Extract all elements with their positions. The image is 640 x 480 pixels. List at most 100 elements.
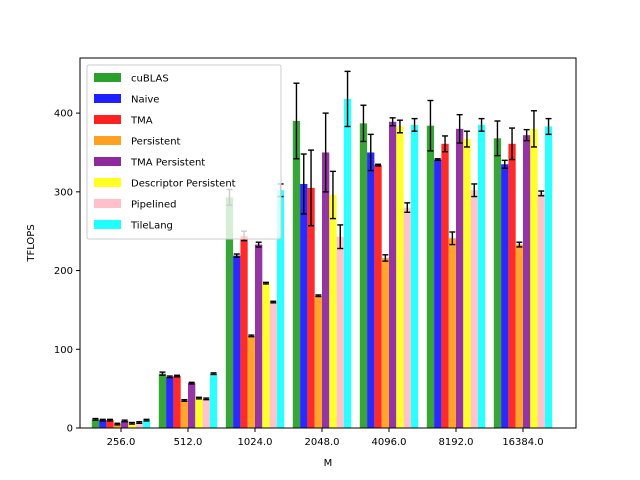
error-bar-cublas-8192.0 xyxy=(427,99,434,152)
error-bar-descriptor-persistent-2048.0 xyxy=(329,170,336,220)
error-bar-pipelined-16384.0 xyxy=(538,190,545,197)
bar-tma-256.0 xyxy=(106,420,114,428)
bar-tma-persistent-8192.0 xyxy=(456,128,464,428)
error-bar-cublas-2048.0 xyxy=(293,82,300,160)
bar-tilelang-256.0 xyxy=(142,420,151,428)
legend-label: Pipelined xyxy=(131,200,176,211)
legend-frame xyxy=(86,64,282,240)
bar-cublas-8192.0 xyxy=(426,125,435,428)
legend-label: Persistent xyxy=(131,137,181,148)
error-bar-descriptor-persistent-1024.0 xyxy=(262,281,269,285)
bar-tilelang-1024.0 xyxy=(276,190,285,428)
bar-tma-2048.0 xyxy=(307,187,315,428)
error-bar-persistent-256.0 xyxy=(114,422,121,426)
error-bar-pipelined-4096.0 xyxy=(404,202,411,213)
bar-tilelang-2048.0 xyxy=(343,98,352,428)
error-bar-naive-512.0 xyxy=(166,375,173,379)
legend-label: cuBLAS xyxy=(131,74,169,85)
bar-naive-8192.0 xyxy=(434,159,442,429)
error-bar-persistent-4096.0 xyxy=(382,254,389,262)
x-tick-label: 256.0 xyxy=(107,437,136,448)
error-bar-descriptor-persistent-256.0 xyxy=(128,421,135,425)
error-bar-pipelined-512.0 xyxy=(203,397,210,401)
bar-tilelang-8192.0 xyxy=(477,124,486,428)
error-bar-pipelined-2048.0 xyxy=(337,224,344,250)
bar-tma-1024.0 xyxy=(240,235,248,428)
error-bar-tma-persistent-4096.0 xyxy=(389,117,396,127)
bar-pipelined-16384.0 xyxy=(537,193,545,428)
error-bar-tma-512.0 xyxy=(174,374,181,378)
error-bars-layer xyxy=(92,70,552,426)
error-bar-cublas-16384.0 xyxy=(494,120,501,157)
x-tick-label: 16384.0 xyxy=(502,437,543,448)
bar-descriptor-persistent-4096.0 xyxy=(396,126,404,429)
error-bar-pipelined-256.0 xyxy=(136,421,143,424)
error-bar-tilelang-16384.0 xyxy=(545,117,552,136)
y-tick-label: 100 xyxy=(54,345,73,356)
bar-tma-persistent-1024.0 xyxy=(255,244,263,428)
error-bar-persistent-16384.0 xyxy=(516,241,523,248)
bar-tma-persistent-16384.0 xyxy=(523,135,531,428)
error-bar-tma-2048.0 xyxy=(308,149,315,227)
bar-persistent-2048.0 xyxy=(314,295,322,428)
bar-tma-16384.0 xyxy=(508,143,516,428)
error-bar-tilelang-4096.0 xyxy=(411,117,418,132)
bar-descriptor-persistent-1024.0 xyxy=(262,283,270,428)
bar-naive-16384.0 xyxy=(501,164,509,428)
bar-cublas-256.0 xyxy=(91,419,100,428)
error-bar-tma-persistent-8192.0 xyxy=(456,113,463,144)
bar-cublas-2048.0 xyxy=(292,120,301,428)
bar-persistent-4096.0 xyxy=(381,257,389,428)
error-bar-descriptor-persistent-8192.0 xyxy=(463,130,470,148)
error-bar-naive-16384.0 xyxy=(501,159,508,169)
plot-frame xyxy=(79,57,577,429)
x-axis-label: M xyxy=(324,458,333,469)
bar-pipelined-256.0 xyxy=(135,422,143,428)
error-bar-cublas-256.0 xyxy=(92,417,99,421)
y-tick-label: 0 xyxy=(67,424,73,435)
bar-descriptor-persistent-8192.0 xyxy=(463,139,471,428)
bar-naive-4096.0 xyxy=(367,152,375,428)
bar-tma-persistent-4096.0 xyxy=(389,121,397,429)
error-bar-tma-persistent-256.0 xyxy=(121,419,128,423)
bar-naive-512.0 xyxy=(166,376,174,428)
bar-tma-persistent-2048.0 xyxy=(322,152,330,428)
bar-cublas-4096.0 xyxy=(359,123,368,428)
error-bar-tilelang-2048.0 xyxy=(344,70,351,128)
bar-naive-1024.0 xyxy=(233,255,241,428)
bar-tma-persistent-256.0 xyxy=(121,420,129,428)
legend-swatch xyxy=(94,199,121,208)
bar-persistent-512.0 xyxy=(180,400,188,428)
y-tick-label: 200 xyxy=(54,266,73,277)
error-bar-tilelang-256.0 xyxy=(143,418,150,422)
bar-descriptor-persistent-256.0 xyxy=(128,423,136,428)
x-tick-label: 1024.0 xyxy=(238,437,273,448)
error-bar-descriptor-persistent-512.0 xyxy=(195,396,202,400)
bar-tma-4096.0 xyxy=(374,165,382,428)
error-bar-naive-4096.0 xyxy=(367,133,374,172)
x-axis-ticks: 256.0 512.0 1024.0 2048.0 4096.0 8192.0 16384.… xyxy=(107,428,544,448)
error-bar-naive-256.0 xyxy=(99,418,106,422)
bar-persistent-1024.0 xyxy=(247,335,255,428)
bar-persistent-8192.0 xyxy=(448,238,456,428)
x-tick-label: 512.0 xyxy=(174,437,203,448)
error-bar-persistent-1024.0 xyxy=(248,334,255,338)
legend-label: Naive xyxy=(131,95,159,106)
error-bar-descriptor-persistent-4096.0 xyxy=(396,119,403,134)
bar-cublas-512.0 xyxy=(158,373,167,428)
legend-label: TileLang xyxy=(130,221,173,232)
bar-descriptor-persistent-16384.0 xyxy=(530,128,538,428)
error-bar-tma-256.0 xyxy=(107,418,114,422)
legend-swatch xyxy=(94,115,121,124)
bar-cublas-1024.0 xyxy=(225,197,234,428)
legend-label: TMA Persistent xyxy=(130,158,205,169)
error-bar-tilelang-512.0 xyxy=(210,372,217,376)
error-bar-persistent-8192.0 xyxy=(449,231,456,246)
bar-tma-8192.0 xyxy=(441,143,449,428)
error-bar-cublas-512.0 xyxy=(159,371,166,376)
bar-persistent-256.0 xyxy=(113,424,121,428)
x-tick-label: 2048.0 xyxy=(305,437,340,448)
error-bar-tma-persistent-2048.0 xyxy=(322,112,329,193)
